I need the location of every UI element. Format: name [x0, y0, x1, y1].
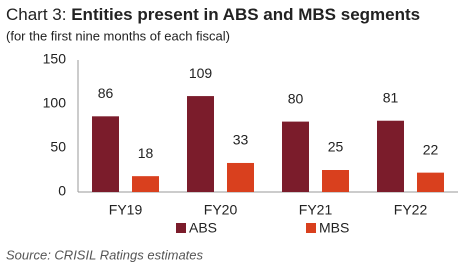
y-tick-label: 150 — [43, 51, 67, 67]
x-tick-label: FY22 — [394, 202, 428, 218]
chart-title: Chart 3: Entities present in ABS and MBS… — [6, 5, 420, 24]
x-tick-label: FY20 — [204, 202, 238, 218]
bar — [187, 96, 214, 192]
bar — [227, 162, 254, 192]
value-label: 18 — [138, 145, 154, 161]
bar — [92, 116, 119, 192]
legend-label: ABS — [189, 220, 217, 236]
y-tick-label: 50 — [50, 139, 66, 155]
value-label: 33 — [233, 132, 249, 148]
bar — [282, 121, 309, 192]
title-label: Chart 3: — [6, 5, 66, 24]
value-label: 81 — [383, 89, 399, 105]
x-tick-label: FY19 — [109, 202, 143, 218]
value-label: 109 — [189, 65, 213, 81]
bar — [132, 176, 159, 192]
source: Source: CRISIL Ratings estimates — [6, 247, 204, 262]
y-tick-label: 100 — [43, 95, 67, 111]
legend-label: MBS — [319, 220, 349, 236]
x-tick-label: FY21 — [299, 202, 333, 218]
legend-swatch — [306, 223, 316, 233]
legend-swatch — [176, 223, 186, 233]
bar — [417, 172, 444, 192]
value-label: 80 — [288, 90, 304, 106]
chart-subtitle: (for the first nine months of each fisca… — [6, 28, 230, 43]
title-text: Entities present in ABS and MBS segments — [71, 5, 420, 24]
value-label: 25 — [328, 139, 344, 155]
y-tick-label: 0 — [58, 183, 66, 199]
bar — [377, 120, 404, 192]
value-label: 86 — [98, 85, 114, 101]
bar — [322, 170, 349, 192]
value-label: 22 — [423, 141, 439, 157]
